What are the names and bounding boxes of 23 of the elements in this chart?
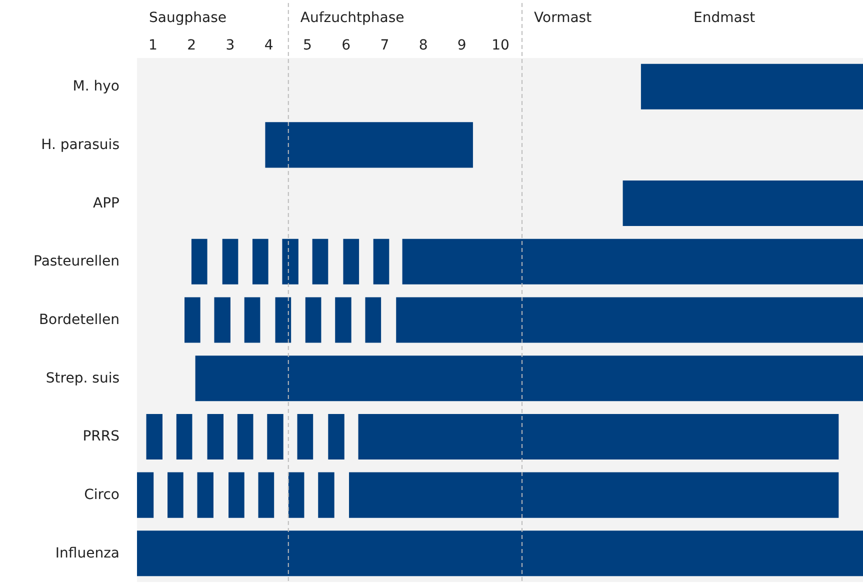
band-label: Saugphase (149, 10, 226, 26)
x-tick-label: 7 (380, 38, 390, 54)
x-tick-label: 6 (342, 38, 351, 54)
y-tick-label: Circo (84, 487, 120, 504)
band-label: Endmast (694, 10, 756, 26)
y-tick-label: PRRS (82, 428, 120, 445)
y-tick-label: Pasteurellen (34, 254, 120, 270)
x-tick-label: 9 (457, 38, 466, 54)
band-label: Aufzuchtphase (300, 10, 404, 26)
y-tick-label: Strep. suis (46, 370, 120, 386)
x-tick-label: 4 (264, 38, 274, 54)
x-tick-label: 2 (187, 38, 196, 54)
x-tick-label: 8 (418, 38, 428, 54)
y-tick-label: APP (93, 195, 120, 212)
x-tick-label: 5 (302, 38, 312, 54)
band-label: Vormast (534, 10, 592, 26)
y-tick-label: Bordetellen (38, 312, 120, 328)
y-tick-label: M. hyo (72, 78, 120, 95)
y-tick-label: H. parasuis (41, 136, 120, 153)
y-tick-label: Influenza (55, 545, 120, 562)
x-tick-label: 3 (226, 38, 235, 54)
x-tick-label: 1 (148, 38, 158, 54)
x-tick-label: 10 (492, 38, 510, 54)
